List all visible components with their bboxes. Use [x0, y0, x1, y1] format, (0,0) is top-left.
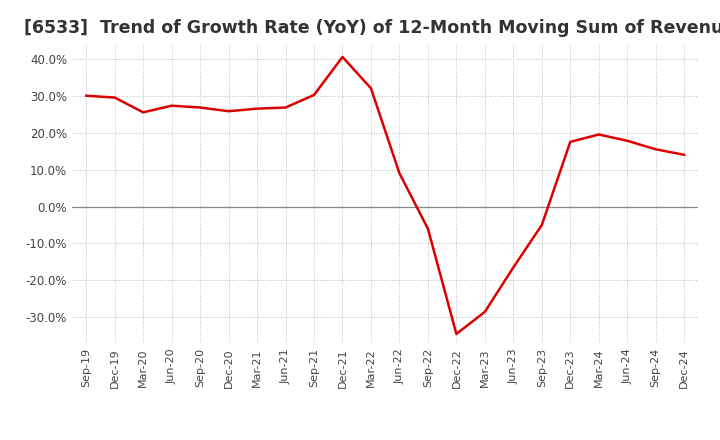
Title: [6533]  Trend of Growth Rate (YoY) of 12-Month Moving Sum of Revenues: [6533] Trend of Growth Rate (YoY) of 12-… [24, 19, 720, 37]
